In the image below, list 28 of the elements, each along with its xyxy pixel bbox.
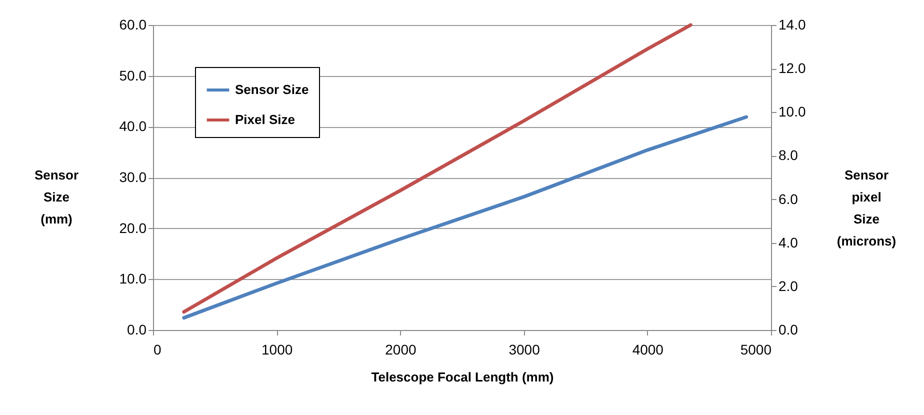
x-axis-title: Telescope Focal Length (mm) xyxy=(371,370,554,384)
y2-tick-label: 12.0 xyxy=(778,60,806,76)
x-tick-label: 3000 xyxy=(508,342,540,358)
x-tick-label: 1000 xyxy=(262,342,293,358)
legend-label: Sensor Size xyxy=(235,82,309,97)
y-tick-label: 10.0 xyxy=(119,270,147,287)
y2-axis-title: Sensor pixel Size (microns) xyxy=(836,168,896,248)
x-tick-label: 2000 xyxy=(385,342,416,358)
y2-tick-label: 10.0 xyxy=(778,104,806,120)
y-tick-label: 20.0 xyxy=(119,220,147,236)
y-tick-label: 40.0 xyxy=(119,118,147,134)
y-tick-label: 30.0 xyxy=(119,169,147,185)
y-tick-label: 60.0 xyxy=(119,16,147,32)
y2-tick-label: 6.0 xyxy=(778,190,798,207)
line-series xyxy=(182,115,748,320)
y2-tick-label: 4.0 xyxy=(778,234,798,250)
y2-tick-label: 14.0 xyxy=(778,16,806,32)
y2-tick-label: 0.0 xyxy=(778,322,798,338)
y2-tick-label: 2.0 xyxy=(778,278,798,294)
y-tick-label: 0.0 xyxy=(127,322,147,338)
x-tick-label: 4000 xyxy=(632,342,664,358)
y-tick-label: 50.0 xyxy=(119,67,147,84)
y2-tick-label: 8.0 xyxy=(778,147,798,164)
x-tick-label: 5000 xyxy=(740,342,772,358)
y-axis-title: Sensor Size (mm) xyxy=(34,168,79,226)
x-tick-label: 0 xyxy=(154,342,162,358)
legend-label: Pixel Size xyxy=(235,112,295,127)
line-series xyxy=(182,23,692,314)
